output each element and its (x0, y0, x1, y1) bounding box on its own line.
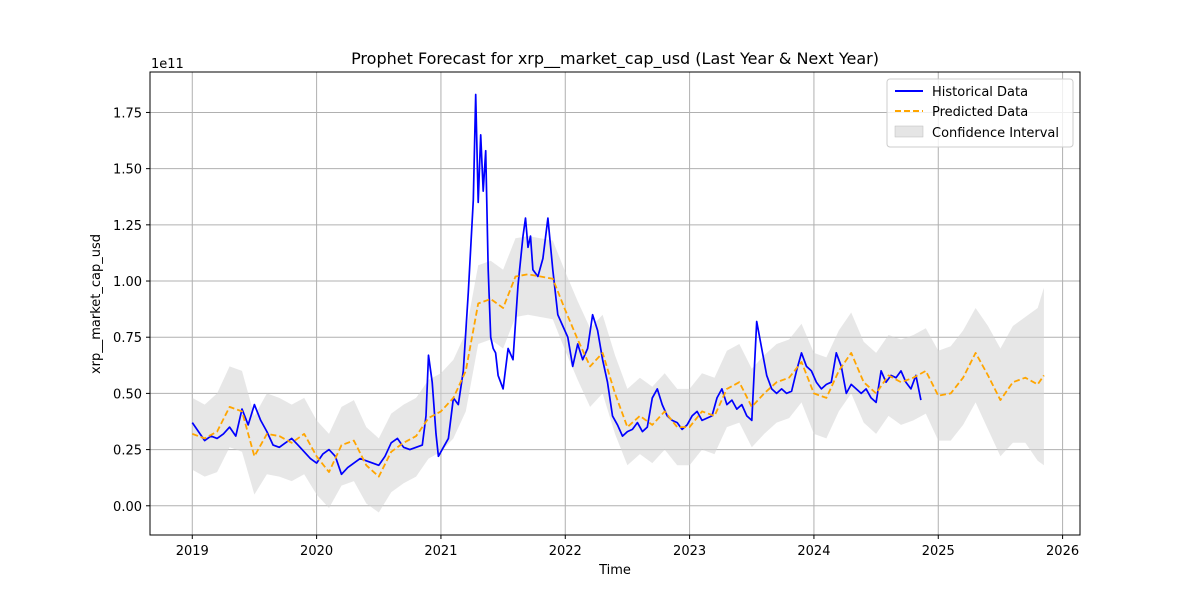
legend-ci-swatch (894, 125, 924, 138)
x-tick-label: 2023 (673, 544, 706, 559)
chart-title: Prophet Forecast for xrp__market_cap_usd… (351, 49, 879, 69)
confidence-band-layer (192, 236, 1044, 513)
x-axis-label: Time (598, 563, 631, 578)
historical-data-line (191, 93, 922, 476)
y-tick-label: 0.25 (113, 444, 142, 459)
x-tick-label: 2019 (176, 544, 209, 559)
x-tick-label: 2024 (797, 544, 830, 559)
y-axis-label: xrp__market_cap_usd (89, 234, 104, 374)
x-tick-label: 2020 (300, 544, 333, 559)
confidence-band (192, 236, 1044, 513)
legend: Historical Data Predicted Data Confidenc… (886, 78, 1074, 148)
x-tick-label: 2026 (1046, 544, 1079, 559)
y-tick-label: 1.75 (113, 106, 142, 121)
y-tick-label: 1.25 (113, 219, 142, 234)
x-tick-label: 2021 (424, 544, 457, 559)
legend-historical-label: Historical Data (932, 85, 1028, 100)
legend-box (886, 78, 1074, 148)
y-tick-label: 0.50 (113, 387, 142, 402)
y-tick-label: 1.50 (113, 163, 142, 178)
y-tick-label: 1.00 (113, 275, 142, 290)
x-axis-ticks: 2019 2020 2021 2022 2023 2024 2025 2026 (176, 535, 1079, 559)
x-tick-label: 2025 (922, 544, 955, 559)
y-tick-label: 0.75 (113, 331, 142, 346)
legend-predicted-label: Predicted Data (932, 105, 1028, 120)
x-tick-label: 2022 (549, 544, 582, 559)
plot-frame (149, 71, 1081, 536)
legend-ci-label: Confidence Interval (932, 126, 1059, 141)
predicted-data-line (191, 273, 1045, 478)
y-axis-ticks: 0.00 0.25 0.50 0.75 1.00 1.25 1.50 1.75 (113, 106, 150, 515)
y-tick-label: 0.00 (113, 500, 142, 515)
y-offset-text: 1e11 (151, 57, 184, 72)
series-layer (191, 93, 1045, 478)
